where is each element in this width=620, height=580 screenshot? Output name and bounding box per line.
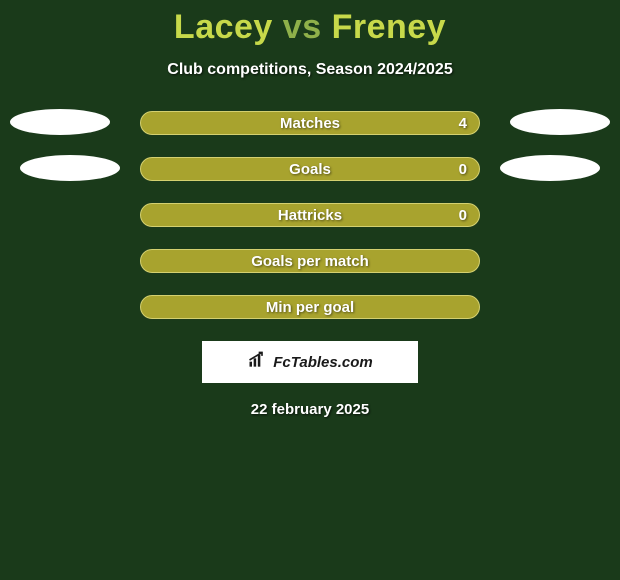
ellipse-right — [500, 155, 600, 181]
page-title: Lacey vs Freney — [0, 8, 620, 47]
ellipse-right — [510, 109, 610, 135]
stat-pill: Goals 0 — [140, 157, 480, 181]
stat-value: 0 — [459, 207, 467, 224]
subtitle: Club competitions, Season 2024/2025 — [0, 61, 620, 79]
player2-name: Freney — [332, 8, 447, 46]
stat-label: Goals — [289, 161, 331, 178]
stat-value: 0 — [459, 161, 467, 178]
stat-row-hattricks: Hattricks 0 — [0, 203, 620, 227]
ellipse-left — [10, 109, 110, 135]
brand-text: FcTables.com — [273, 354, 372, 371]
stat-row-goals-per-match: Goals per match — [0, 249, 620, 273]
stats-list: Matches 4 Goals 0 Hattricks 0 Goals per … — [0, 111, 620, 319]
stat-value: 4 — [459, 115, 467, 132]
brand-badge[interactable]: FcTables.com — [202, 341, 418, 383]
player1-name: Lacey — [174, 8, 273, 46]
stat-pill: Min per goal — [140, 295, 480, 319]
stat-row-matches: Matches 4 — [0, 111, 620, 135]
stat-row-goals: Goals 0 — [0, 157, 620, 181]
stat-pill: Matches 4 — [140, 111, 480, 135]
date-label: 22 february 2025 — [0, 401, 620, 418]
stat-label: Matches — [280, 115, 340, 132]
stat-pill: Goals per match — [140, 249, 480, 273]
stat-label: Hattricks — [278, 207, 342, 224]
stat-label: Min per goal — [266, 299, 354, 316]
stat-label: Goals per match — [251, 253, 369, 270]
stat-pill: Hattricks 0 — [140, 203, 480, 227]
stat-row-min-per-goal: Min per goal — [0, 295, 620, 319]
bar-chart-icon — [247, 350, 267, 375]
ellipse-left — [20, 155, 120, 181]
vs-separator: vs — [283, 8, 322, 46]
main-container: Lacey vs Freney Club competitions, Seaso… — [0, 0, 620, 418]
